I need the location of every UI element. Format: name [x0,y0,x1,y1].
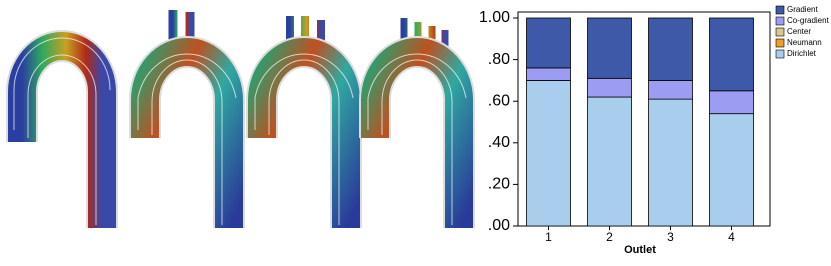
legend-label: Gradient [787,5,818,14]
legend-label: Neumann [787,38,822,47]
bar-segment [648,80,693,100]
y-tick-label: .00 [488,217,510,234]
x-tick-label: 1 [545,230,552,244]
legend-swatch [775,5,785,15]
legend-swatch [775,49,785,59]
bar-segment [587,96,632,227]
legend-label: Co-gradient [787,16,830,25]
bar-segment [526,80,571,227]
legend-swatch [775,27,785,37]
bar-chart: .00 .20 .40 .60 .80 1.00 1 2 3 4 Gradient Co-gradie… [479,5,830,244]
legend-label: Center [787,27,811,36]
bar-segment [587,17,632,79]
legend-swatch [775,38,785,48]
y-tick-label: .80 [488,51,510,68]
plot-frame [517,11,771,227]
bar-segment [709,90,754,115]
vessel-3 [246,16,362,228]
y-tick-label: .40 [488,134,510,151]
y-tick-label: .20 [488,176,510,193]
vessel-2 [129,10,245,228]
bar-segment [709,113,754,227]
bar-segment [587,77,632,98]
x-axis-label: Outlet [624,244,656,256]
x-tick-label: 4 [728,230,735,244]
bar-segment [526,17,571,69]
vessel-1 [6,30,118,228]
x-tick-label: 3 [667,230,674,244]
legend-label: Dirichlet [787,49,817,58]
bar-segment [709,17,754,92]
x-tick-label: 2 [606,230,613,244]
vessel-renderings [6,10,475,228]
y-tick-label: 1.00 [479,9,510,26]
bar-segment [526,67,571,81]
bar-segment [648,98,693,227]
y-tick-label: .60 [488,92,510,109]
legend-swatch [775,16,785,26]
vessel-4 [359,18,475,228]
bar-segment [648,17,693,81]
